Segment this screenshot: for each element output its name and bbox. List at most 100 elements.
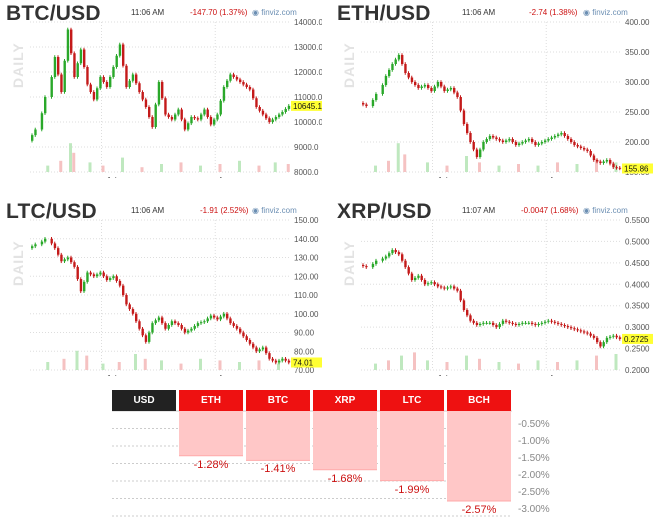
volume-bar: [238, 160, 241, 172]
volume-bar: [257, 360, 261, 370]
y-tick-label: 0.4500: [625, 259, 650, 268]
volume-bar: [575, 360, 579, 370]
candle-body: [118, 44, 122, 56]
volume-bar: [277, 363, 280, 370]
candle-body: [281, 358, 284, 361]
candle-body: [99, 272, 102, 275]
panel-title: XRP/USD: [337, 200, 432, 223]
volume-bar: [536, 165, 540, 172]
volume-bar: [556, 362, 559, 370]
candle-body: [498, 139, 501, 141]
pct-label-bch: -2.57%: [461, 503, 497, 516]
panel-change: -0.0047 (1.68%): [521, 206, 579, 215]
volume-bar: [218, 360, 222, 370]
last-price-label: 0.2725: [624, 335, 649, 344]
candle-body: [170, 321, 174, 325]
candle-body: [501, 140, 505, 142]
header-eth: ETH: [179, 390, 243, 411]
volume-bar: [62, 358, 66, 370]
candle-body: [40, 113, 44, 130]
y-tick-label: 70.00: [294, 366, 315, 375]
volume-bar: [69, 143, 72, 172]
candle-body: [605, 160, 609, 162]
y-tick-label: 130.00: [294, 254, 319, 263]
candle-body: [167, 325, 170, 329]
volume-bar: [400, 355, 403, 370]
candle-body: [459, 97, 462, 111]
candle-body: [508, 139, 511, 141]
candle-body: [128, 80, 131, 87]
candle-body: [475, 322, 479, 325]
candle-body: [141, 328, 144, 336]
candle-body: [453, 286, 456, 289]
candle-body: [96, 274, 99, 277]
candle-body: [557, 134, 560, 136]
candle-body: [261, 110, 265, 115]
panel-time: 11:06 AM: [131, 206, 165, 215]
candle-body: [115, 276, 118, 281]
candle-body: [222, 313, 226, 317]
candle-body: [599, 161, 602, 163]
candle-body: [527, 322, 531, 324]
y-tick-label: 8000.0: [294, 168, 319, 177]
y-tick-label: 150.00: [294, 216, 319, 225]
candle-body: [472, 320, 475, 323]
candle-body: [40, 241, 44, 245]
candle-body: [492, 136, 495, 138]
candle-body: [531, 139, 534, 142]
candle-body: [365, 104, 368, 106]
candle-body: [151, 323, 154, 333]
candle-body: [609, 336, 612, 338]
candle-body: [157, 82, 161, 105]
candle-body: [612, 163, 615, 168]
y-tick-label: 300.00: [625, 78, 650, 87]
volume-bar: [575, 164, 579, 172]
candle-body: [180, 325, 183, 329]
candle-body: [547, 320, 550, 322]
volume-bar: [46, 165, 50, 172]
candle-body: [138, 321, 141, 329]
finviz-link[interactable]: ◉ finviz.com: [583, 206, 628, 215]
x-tick-label: Jul: [437, 176, 447, 178]
finviz-link[interactable]: ◉ finviz.com: [252, 206, 297, 215]
candle-body: [66, 29, 70, 61]
candle-body: [53, 243, 57, 249]
candle-body: [73, 53, 76, 77]
finviz-link[interactable]: ◉ finviz.com: [583, 8, 628, 17]
candle-body: [557, 322, 560, 324]
last-price-label: 74.01: [293, 358, 314, 367]
candle-body: [265, 114, 268, 119]
candle-body: [459, 290, 462, 301]
y-tick-label: 140.00: [294, 235, 319, 244]
volume-bar: [273, 162, 277, 172]
candle-body: [599, 342, 602, 347]
candle-body: [420, 275, 423, 280]
y-tick-label: 80.00: [294, 347, 315, 356]
candle-body: [579, 330, 583, 332]
candle-body: [498, 323, 501, 328]
candle-body: [566, 136, 570, 139]
candle-body: [222, 87, 226, 101]
last-price-box: [291, 357, 322, 368]
candle-body: [391, 64, 394, 70]
finviz-link[interactable]: ◉ finviz.com: [252, 8, 297, 17]
candle-body: [213, 315, 216, 318]
volume-bar: [374, 363, 377, 370]
candle-body: [579, 146, 583, 148]
candle-body: [612, 335, 615, 337]
candle-body: [79, 49, 83, 64]
candle-body: [544, 321, 547, 323]
volume-bar: [199, 165, 202, 172]
y-tick-label: 0.2500: [625, 345, 650, 354]
candle-body: [384, 76, 388, 85]
candle-body: [514, 142, 518, 145]
candle-body: [131, 74, 135, 81]
volume-bar: [445, 362, 449, 370]
candle-body: [161, 82, 164, 99]
candle-body: [125, 295, 128, 305]
candle-body: [102, 77, 105, 82]
volume-bar: [413, 352, 416, 370]
y-tick-label: 100.00: [294, 310, 319, 319]
candle-body: [492, 322, 495, 325]
candle-body: [245, 84, 248, 87]
